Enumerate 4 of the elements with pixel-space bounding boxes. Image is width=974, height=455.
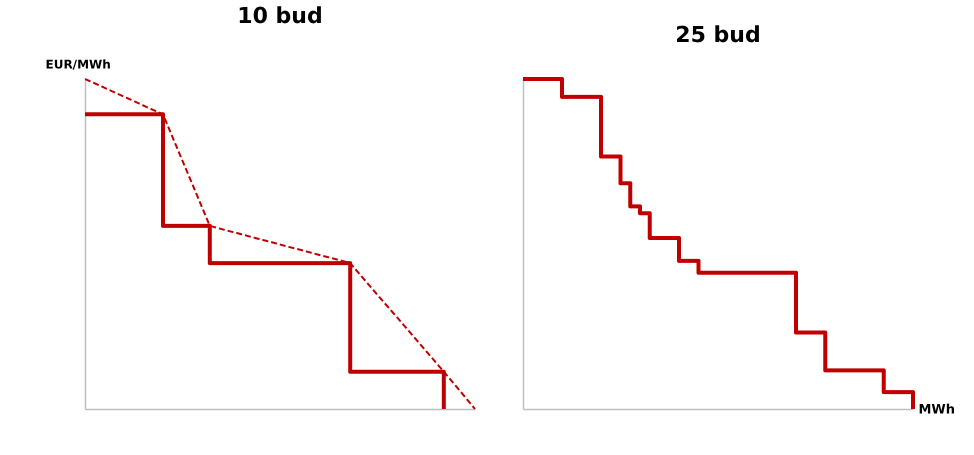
chart-title: 25 bud <box>675 23 761 48</box>
x-axis-title: MWh <box>918 402 956 418</box>
y-axis-title: EUR/MWh <box>46 58 111 72</box>
chart-title: 10 bud <box>237 4 323 29</box>
